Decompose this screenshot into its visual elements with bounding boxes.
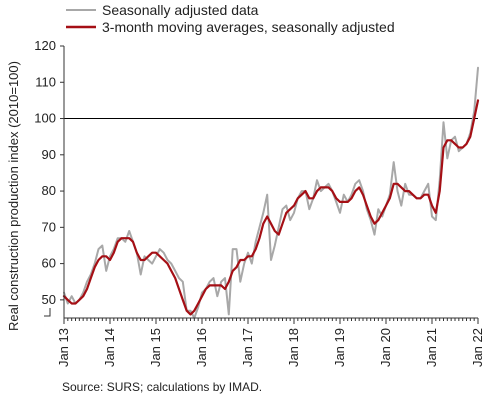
x-tick-label: Jan 13 — [56, 328, 71, 367]
series-line-moving-average — [62, 99, 480, 316]
y-tick-label: 90 — [42, 147, 56, 162]
x-tick-label: Jan 19 — [332, 328, 347, 367]
x-tick-label: Jan 21 — [424, 328, 439, 367]
legend-label-2: 3-month moving averages, seasonally adju… — [102, 19, 395, 35]
x-axis: Jan 13 Jan 14 Jan 15 Jan 16 Jan 17 Jan 18 Jan … — [56, 317, 485, 367]
x-tick-label: Jan 14 — [102, 328, 117, 367]
series-line-seasonally-adjusted — [63, 66, 479, 319]
y-tick-label: 50 — [42, 292, 56, 307]
y-tick-label: 60 — [42, 256, 56, 271]
plot-area — [62, 66, 480, 319]
y-tick-label: 70 — [42, 219, 56, 234]
x-tick-label: Jan 17 — [240, 328, 255, 367]
x-tick-label: Jan 18 — [286, 328, 301, 367]
x-tick-label: Jan 15 — [148, 328, 163, 367]
source-note: Source: SURS; calculations by IMAD. — [62, 380, 263, 394]
x-tick-label: Jan 16 — [194, 328, 209, 367]
y-tick-label: 120 — [34, 38, 56, 53]
y-tick-label: 110 — [35, 74, 56, 89]
axis-break-marker — [44, 308, 51, 317]
x-tick-label: Jan 22 — [470, 328, 485, 367]
y-axis: 50 60 70 80 90 100 110 120 — [34, 38, 65, 318]
legend-label-1: Seasonally adjusted data — [102, 2, 259, 18]
y-tick-label: 100 — [34, 111, 56, 126]
y-tick-label: 80 — [42, 183, 56, 198]
y-axis-title: Real construction production index (2010… — [6, 61, 21, 331]
x-tick-label: Jan 20 — [378, 328, 393, 367]
